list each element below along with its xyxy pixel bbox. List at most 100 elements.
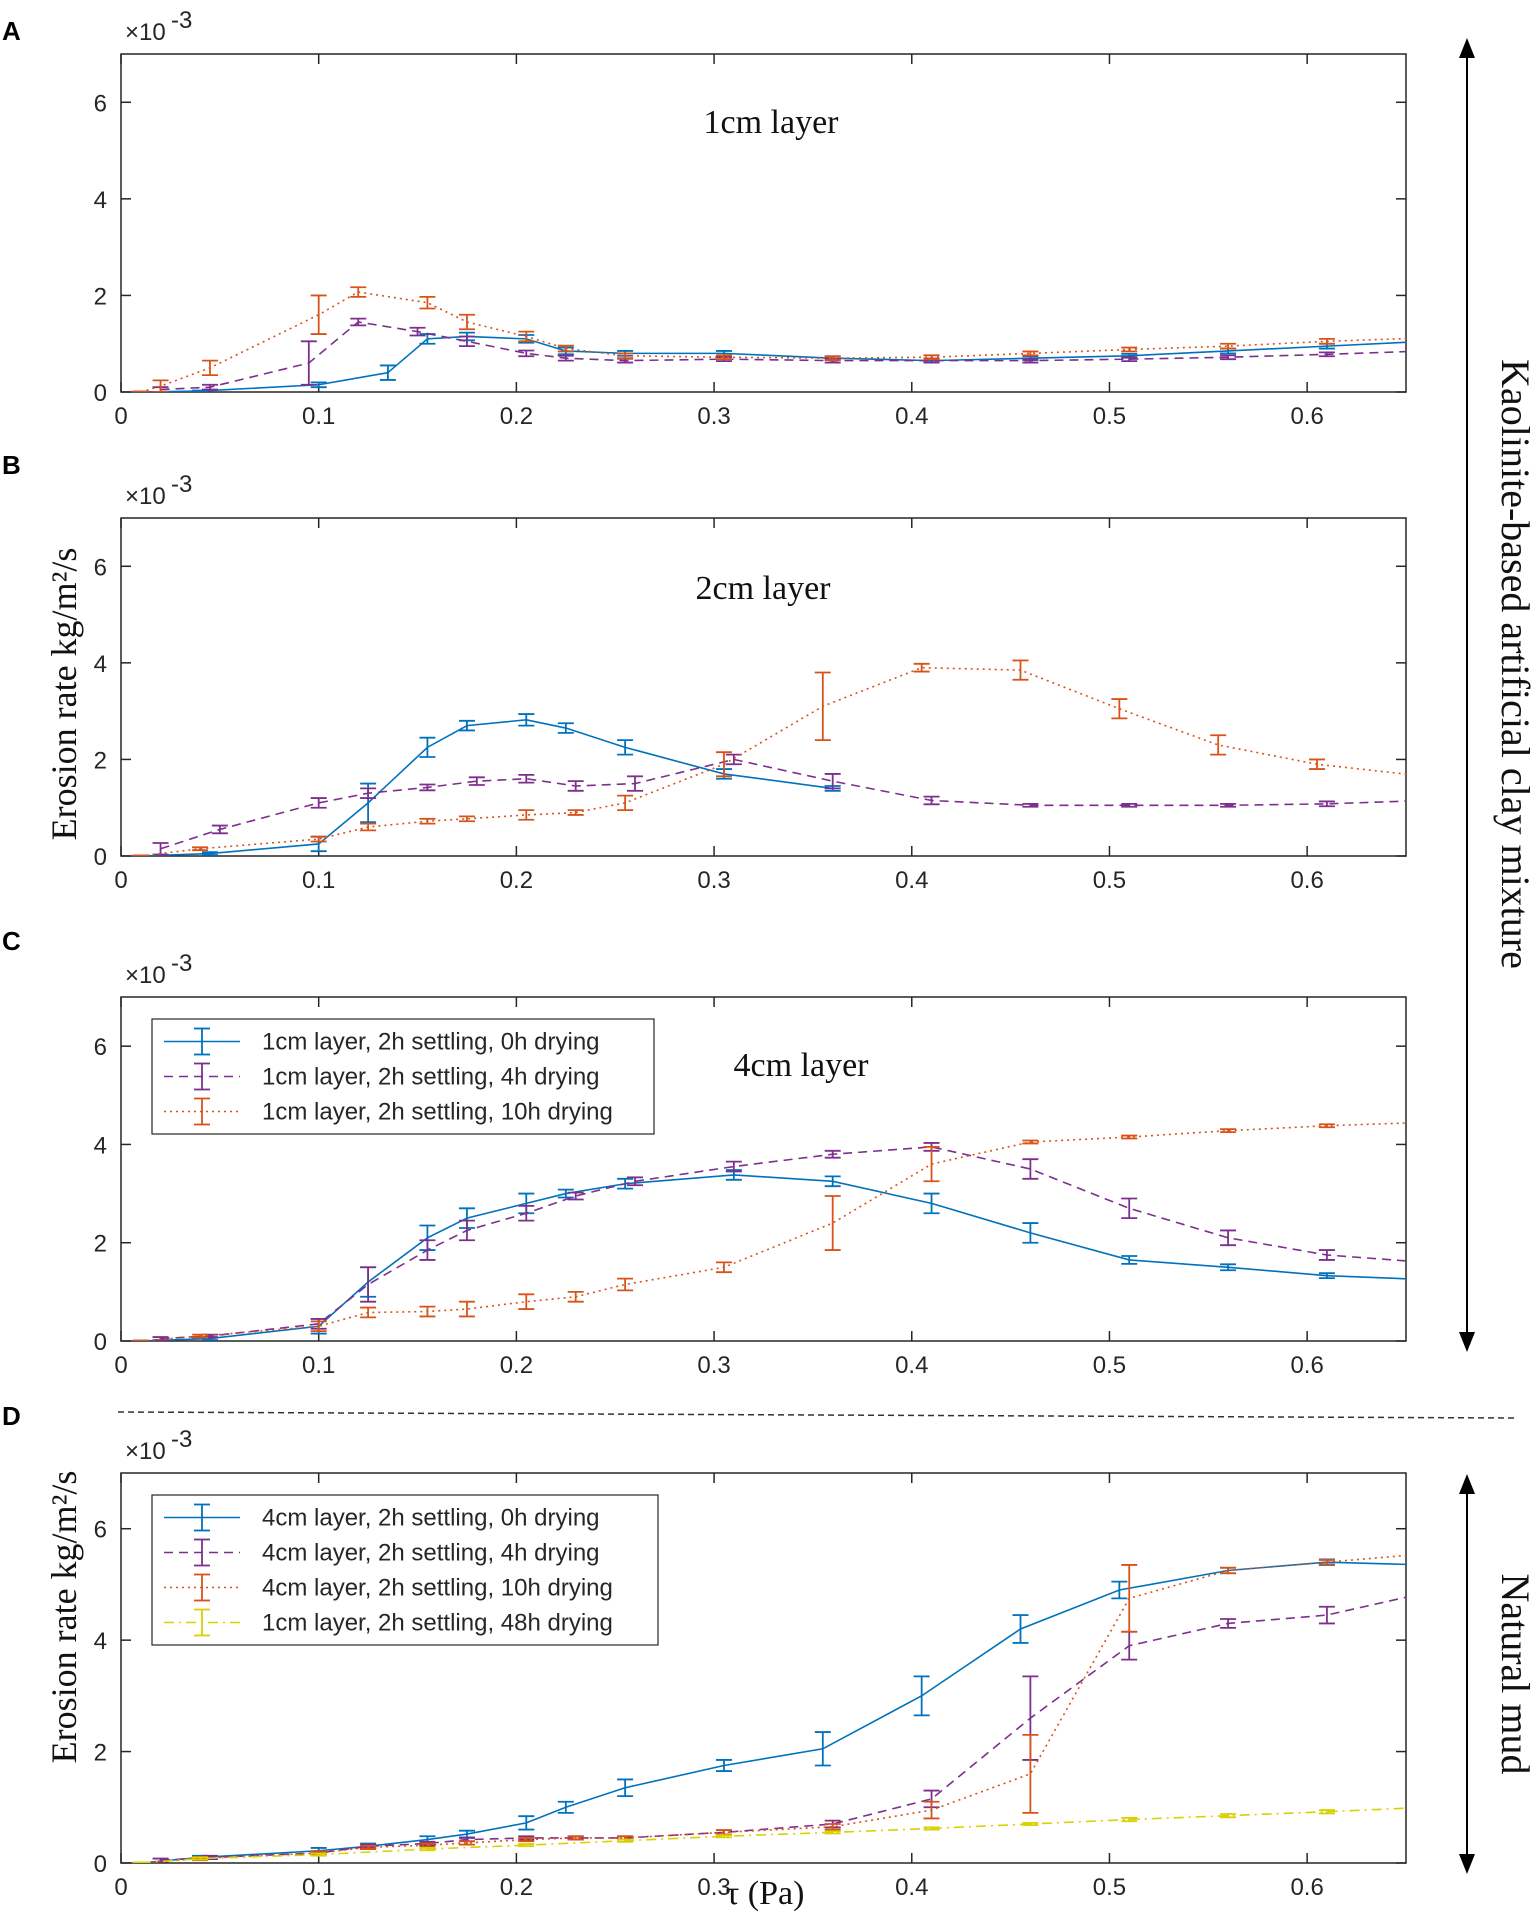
series-line (140, 1807, 1406, 1863)
x-tick-label: 0.1 (302, 403, 335, 430)
error-bar (458, 719, 475, 732)
error-bar (1318, 351, 1335, 358)
x-tick-label: 0.4 (895, 1352, 928, 1379)
error-bar (1022, 1158, 1039, 1180)
legend-item: 1cm layer, 2h settling, 48h drying (164, 1608, 613, 1637)
x-tick-label: 0 (114, 1352, 127, 1379)
error-bar (567, 809, 584, 816)
error-bar (1220, 1229, 1237, 1247)
panel-d: D ×10 -3 0 0.1 0.2 0.3 0.4 0.5 0.6 0 2 4 6 4cm layer, … (2, 1401, 1434, 1901)
y-tick-label: 6 (94, 90, 107, 117)
error-bar (1418, 1557, 1434, 1574)
error-bar (1022, 1821, 1039, 1827)
error-bar (557, 1800, 574, 1814)
error-bar (1318, 1123, 1335, 1129)
x-tick-label: 0.3 (697, 403, 730, 430)
error-bar (1220, 1618, 1237, 1629)
error-bar (824, 1149, 841, 1159)
error-bar (1418, 774, 1434, 779)
x-tick-label: 0.1 (302, 1874, 335, 1901)
error-bar (419, 783, 436, 792)
error-bar (300, 340, 317, 386)
error-bar (458, 1219, 475, 1242)
error-bar (923, 1192, 940, 1215)
x-tick-label: 0.6 (1290, 1352, 1323, 1379)
error-bar (152, 842, 169, 856)
error-bar (310, 1320, 327, 1333)
error-bar (1318, 337, 1335, 345)
right-label-top: Kaolinite-based artificial clay mixture (1493, 359, 1535, 969)
error-bar (1022, 802, 1039, 808)
error-bar (617, 1277, 634, 1292)
error-bar (715, 1834, 732, 1839)
error-bar (913, 662, 930, 673)
error-bar (814, 1731, 831, 1767)
error-bar (1418, 336, 1434, 341)
error-bar (1418, 1551, 1434, 1557)
error-bar (567, 1290, 584, 1303)
axes-box (120, 53, 1407, 393)
error-bar (1418, 1573, 1434, 1612)
axes-box (120, 517, 1407, 857)
series-1 (132, 331, 1406, 392)
error-bar (1318, 1559, 1335, 1566)
exponent-power: -3 (171, 7, 192, 34)
panel-c: C ×10 -3 0 0.1 0.2 0.3 0.4 0.5 0.6 0 2 4 6 4cm layer 1c… (2, 926, 1434, 1379)
error-bar (923, 1826, 940, 1831)
error-bar (567, 1191, 584, 1201)
y-axis-label-b: Erosion rate kg/m²/s (44, 548, 84, 841)
plot-area (132, 1551, 1434, 1863)
series-line (160, 1146, 1406, 1340)
x-tick-label: 0.4 (895, 403, 928, 430)
legend-item: 1cm layer, 2h settling, 4h drying (164, 1062, 600, 1091)
error-bar (1121, 356, 1138, 362)
error-bar (458, 313, 475, 331)
error-bar (518, 1843, 535, 1848)
error-bar (1318, 1272, 1335, 1279)
error-bar (923, 1800, 940, 1820)
panel-title: 4cm layer (734, 1047, 870, 1084)
error-bar (923, 354, 940, 361)
y-tick-label: 2 (94, 283, 107, 310)
series-line (140, 1174, 1406, 1341)
exponent-label: ×10 (125, 962, 166, 989)
error-bar (192, 389, 209, 392)
x-tick-label: 0.3 (697, 1352, 730, 1379)
plot-area (132, 659, 1434, 856)
error-bar (1220, 802, 1237, 808)
series-line (140, 719, 833, 856)
exponent-power: -3 (171, 471, 192, 498)
error-bar (557, 1188, 574, 1199)
error-bar (1121, 802, 1138, 808)
legend-box (151, 1018, 655, 1135)
legend-label: 4cm layer, 2h settling, 0h drying (262, 1505, 600, 1532)
error-bar (1418, 798, 1434, 803)
error-bar (1418, 1121, 1434, 1124)
x-tick-label: 0 (114, 1874, 127, 1901)
error-bar (913, 1675, 930, 1717)
y-tick-label: 6 (94, 1517, 107, 1544)
series-line (140, 666, 1406, 856)
error-bar (518, 1815, 535, 1831)
y-tick-label: 6 (94, 1034, 107, 1061)
error-bar (379, 364, 396, 381)
error-bar (419, 295, 436, 310)
right-label-bottom: Natural mud (1493, 1573, 1535, 1774)
x-axis-label: τ (Pa) (726, 1875, 805, 1912)
exponent-label: ×10 (125, 483, 166, 510)
x-tick-label: 0.6 (1290, 867, 1323, 894)
error-bar (419, 1305, 436, 1318)
series-line (140, 291, 1406, 392)
error-bar (923, 1145, 940, 1183)
error-bar (725, 753, 742, 766)
error-bar (419, 817, 436, 825)
error-bar (1418, 349, 1434, 353)
x-tick-label: 0.2 (500, 1874, 533, 1901)
panel-letter: A (2, 16, 21, 46)
error-bar (1121, 1630, 1138, 1661)
y-tick-label: 4 (94, 651, 107, 678)
legend-item: 1cm layer, 2h settling, 10h drying (164, 1097, 613, 1126)
y-tick-label: 4 (94, 1628, 107, 1655)
y-tick-label: 4 (94, 1132, 107, 1159)
error-bar (310, 1852, 327, 1857)
